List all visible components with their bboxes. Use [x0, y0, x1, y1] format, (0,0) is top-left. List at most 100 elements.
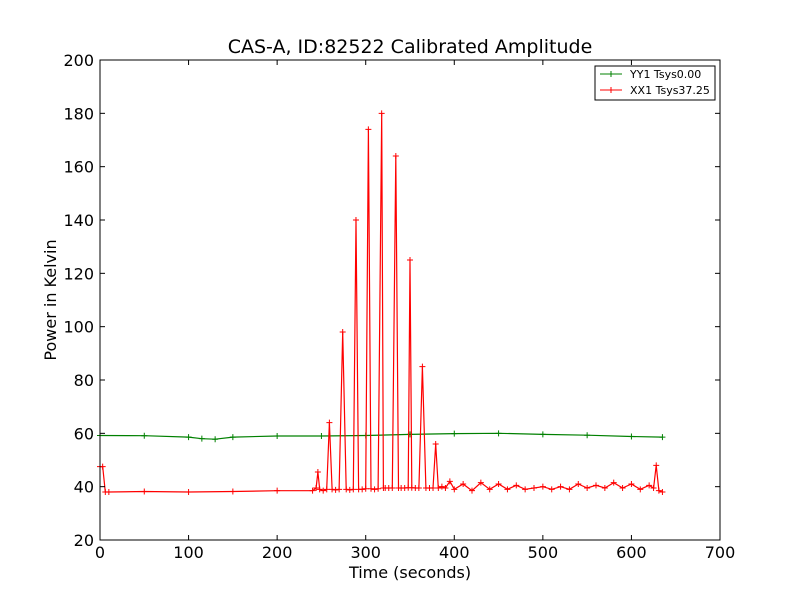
data-point: [198, 435, 205, 442]
legend-marker: [608, 87, 614, 93]
x-tick-label: 500: [528, 543, 559, 562]
data-point: [99, 463, 106, 470]
data-point: [352, 217, 359, 223]
y-tick-label: 80: [74, 371, 94, 390]
data-point: [375, 485, 382, 492]
x-tick-label: 100: [173, 543, 204, 562]
y-tick-label: 140: [63, 211, 94, 230]
y-tick-label: 180: [63, 104, 94, 123]
data-point: [575, 481, 582, 487]
data-point: [477, 479, 484, 486]
data-point: [593, 482, 599, 489]
data-point: [655, 487, 662, 494]
data-point: [185, 434, 192, 441]
data-point: [442, 485, 449, 491]
data-point: [646, 482, 653, 489]
data-point: [371, 486, 378, 493]
data-point: [566, 486, 573, 493]
data-point: [339, 329, 346, 335]
data-point: [332, 486, 339, 493]
data-point: [419, 363, 426, 370]
data-point: [336, 486, 343, 493]
data-point: [318, 433, 325, 439]
data-point: [368, 485, 375, 492]
data-point: [653, 462, 660, 469]
data-point: [531, 485, 537, 491]
series-1: [97, 110, 666, 495]
y-tick-label: 200: [63, 51, 94, 70]
x-tick-label: 700: [705, 543, 736, 562]
data-point: [407, 431, 413, 438]
data-point: [343, 486, 350, 493]
data-point: [557, 483, 564, 490]
data-point: [504, 486, 511, 493]
data-point: [451, 430, 458, 437]
data-point: [229, 488, 236, 495]
legend-box: [594, 65, 716, 101]
data-point: [350, 486, 357, 493]
data-point: [359, 486, 366, 493]
x-tick-label: 300: [350, 543, 381, 562]
data-point: [650, 485, 657, 491]
data-point: [389, 485, 396, 491]
data-point: [392, 153, 399, 159]
data-point: [584, 485, 591, 491]
data-point: [365, 126, 372, 133]
data-point: [446, 478, 453, 485]
series-layer: [97, 110, 666, 495]
data-point: [584, 432, 591, 439]
y-tick-label: 120: [63, 264, 94, 283]
data-point: [522, 486, 529, 493]
data-point: [628, 481, 635, 487]
y-tick-label: 20: [74, 531, 94, 550]
data-point: [601, 485, 608, 491]
data-point: [316, 486, 323, 493]
data-point: [659, 489, 666, 495]
x-tick-label: 200: [262, 543, 293, 562]
series-line: [99, 432, 663, 440]
data-point: [637, 486, 644, 493]
y-tick-label: 60: [74, 424, 94, 443]
data-point: [469, 487, 475, 494]
data-point: [362, 485, 369, 492]
data-point: [495, 481, 502, 487]
data-point: [309, 487, 316, 494]
data-point: [326, 419, 333, 426]
data-point: [274, 487, 281, 494]
x-tick-label: 0: [95, 543, 105, 562]
axes-layer: 0 100 200 300 400 500 600 700 20 40 60 80 100 120 140 1…: [63, 51, 735, 562]
data-point: [539, 431, 546, 438]
data-point: [320, 487, 327, 494]
data-point: [141, 432, 148, 439]
data-point: [430, 485, 437, 491]
data-point: [141, 488, 148, 495]
data-point: [435, 485, 442, 491]
legend-label-yy1: YY1 Tsys0.00: [629, 68, 701, 81]
data-point: [619, 485, 626, 491]
legend: YY1 Tsys0.00 XX1 Tsys37.25: [594, 65, 716, 101]
x-axis-label: Time (seconds): [348, 563, 471, 582]
plot-frame: [99, 59, 721, 541]
y-tick-label: 160: [63, 158, 94, 177]
legend-label-xx1: XX1 Tsys37.25: [630, 84, 710, 97]
series-0: [97, 430, 666, 443]
data-point: [378, 110, 385, 117]
data-point: [548, 486, 555, 493]
y-tick-label: 100: [63, 318, 94, 337]
data-point: [659, 434, 666, 441]
data-point: [628, 433, 635, 440]
data-point: [407, 257, 413, 263]
data-point: [229, 434, 236, 441]
data-point: [212, 436, 219, 443]
data-point: [432, 441, 439, 447]
chart-title: CAS-A, ID:82522 Calibrated Amplitude: [228, 36, 593, 58]
data-point: [610, 479, 617, 486]
data-point: [185, 489, 192, 495]
data-point: [274, 433, 281, 439]
x-tick-label: 600: [616, 543, 647, 562]
data-point: [451, 486, 458, 493]
data-point: [438, 483, 445, 490]
y-axis-label: Power in Kelvin: [41, 239, 60, 360]
